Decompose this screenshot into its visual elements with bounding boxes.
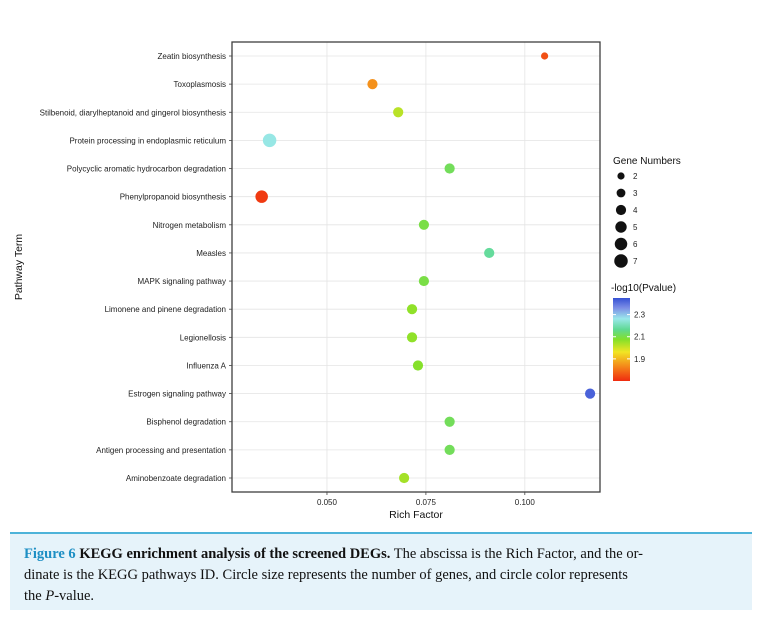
color-legend-ticks: 1.9 2.1 2.3 bbox=[613, 311, 646, 364]
caption-body-1: The abscissa is the Rich Factor, and the… bbox=[390, 546, 643, 562]
data-point bbox=[418, 219, 430, 230]
caption-body-3a: the bbox=[24, 588, 46, 604]
data-point bbox=[444, 163, 455, 174]
caption-body-3c: -value. bbox=[54, 588, 95, 604]
data-point bbox=[540, 52, 549, 60]
y-tick-label: Antigen processing and presentation bbox=[96, 446, 226, 455]
y-tick-label: Nitrogen metabolism bbox=[153, 221, 227, 230]
data-point bbox=[585, 388, 596, 399]
y-tick-label: Protein processing in endoplasmic reticu… bbox=[69, 136, 226, 145]
plot-panel bbox=[232, 42, 600, 492]
data-point bbox=[484, 247, 495, 259]
y-tick-label: Measles bbox=[196, 249, 226, 258]
y-tick-label: Limonene and pinene degradation bbox=[105, 305, 226, 314]
y-axis-title: Pathway Term bbox=[13, 234, 25, 301]
color-legend-title: -log10(Pvalue) bbox=[611, 283, 676, 294]
figure-caption: Figure 6 KEGG enrichment analysis of the… bbox=[10, 532, 752, 610]
y-tick-label: Stilbenoid, diarylheptanoid and gingerol… bbox=[40, 108, 226, 117]
size-legend-label: 2 bbox=[633, 172, 638, 181]
y-tick-label: Legionellosis bbox=[180, 333, 226, 342]
size-legend-label: 5 bbox=[633, 223, 638, 232]
y-tick-label: Polycyclic aromatic hydrocarbon degradat… bbox=[67, 165, 226, 174]
data-points bbox=[255, 52, 596, 484]
size-legend-label: 3 bbox=[633, 189, 638, 198]
y-tick-label: Estrogen signaling pathway bbox=[128, 390, 226, 399]
color-legend-label: 2.1 bbox=[634, 333, 646, 342]
caption-body-2: dinate is the KEGG pathways ID. Circle s… bbox=[24, 567, 628, 583]
color-legend-bar bbox=[613, 298, 630, 381]
x-tick-label: 0.050 bbox=[317, 498, 338, 507]
x-tick-label: 0.075 bbox=[416, 498, 437, 507]
color-legend-label: 2.3 bbox=[634, 311, 646, 320]
size-legend-dot bbox=[614, 254, 628, 268]
size-legend-label: 7 bbox=[633, 257, 638, 266]
caption-title: KEGG enrichment analysis of the screened… bbox=[79, 546, 391, 562]
caption-label: Figure 6 bbox=[24, 546, 76, 562]
data-point bbox=[255, 190, 268, 203]
color-legend-label: 1.9 bbox=[634, 355, 646, 364]
caption-p-italic: P bbox=[45, 588, 55, 604]
size-legend-label: 6 bbox=[633, 240, 638, 249]
data-point bbox=[406, 304, 418, 315]
size-legend-dot bbox=[617, 172, 625, 180]
y-tick-label: Zeatin biosynthesis bbox=[158, 52, 226, 61]
size-legend: Gene Numbers 2 3 4 5 6 7 bbox=[613, 156, 681, 268]
plot-border bbox=[231, 41, 601, 493]
color-legend: -log10(Pvalue) 1.9 2.1 2.3 bbox=[611, 283, 676, 381]
size-legend-dot bbox=[615, 221, 627, 233]
y-tick-label: Aminobenzoate degradation bbox=[126, 474, 226, 483]
x-tick-label: 0.100 bbox=[515, 498, 536, 507]
x-axis-ticks: 0.050 0.075 0.100 bbox=[317, 492, 535, 507]
y-tick-labels: Zeatin biosynthesis Toxoplasmosis Stilbeno… bbox=[40, 52, 232, 483]
data-point bbox=[418, 275, 430, 287]
data-point bbox=[412, 360, 424, 371]
data-point bbox=[406, 332, 418, 343]
y-tick-label: Bisphenol degradation bbox=[146, 418, 226, 427]
data-point bbox=[367, 79, 378, 90]
size-legend-dot bbox=[614, 237, 628, 251]
y-tick-label: Toxoplasmosis bbox=[174, 80, 226, 89]
size-legend-label: 4 bbox=[633, 206, 638, 215]
data-point bbox=[444, 444, 455, 455]
size-legend-dot bbox=[616, 188, 626, 198]
size-legend-title: Gene Numbers bbox=[613, 156, 681, 167]
y-tick-label: Phenylpropanoid biosynthesis bbox=[120, 193, 226, 202]
y-tick-label: MAPK signaling pathway bbox=[138, 277, 227, 286]
data-point bbox=[393, 107, 404, 118]
grid-lines bbox=[232, 42, 600, 492]
y-tick-label: Influenza A bbox=[186, 361, 226, 370]
data-point bbox=[262, 133, 277, 148]
data-point bbox=[399, 472, 410, 484]
data-point bbox=[444, 416, 455, 427]
x-axis-title: Rich Factor bbox=[389, 509, 443, 521]
size-legend-items: 2 3 4 5 6 7 bbox=[614, 172, 638, 268]
kegg-bubble-chart: Zeatin biosynthesis Toxoplasmosis Stilbeno… bbox=[13, 41, 681, 521]
size-legend-dot bbox=[615, 204, 627, 216]
